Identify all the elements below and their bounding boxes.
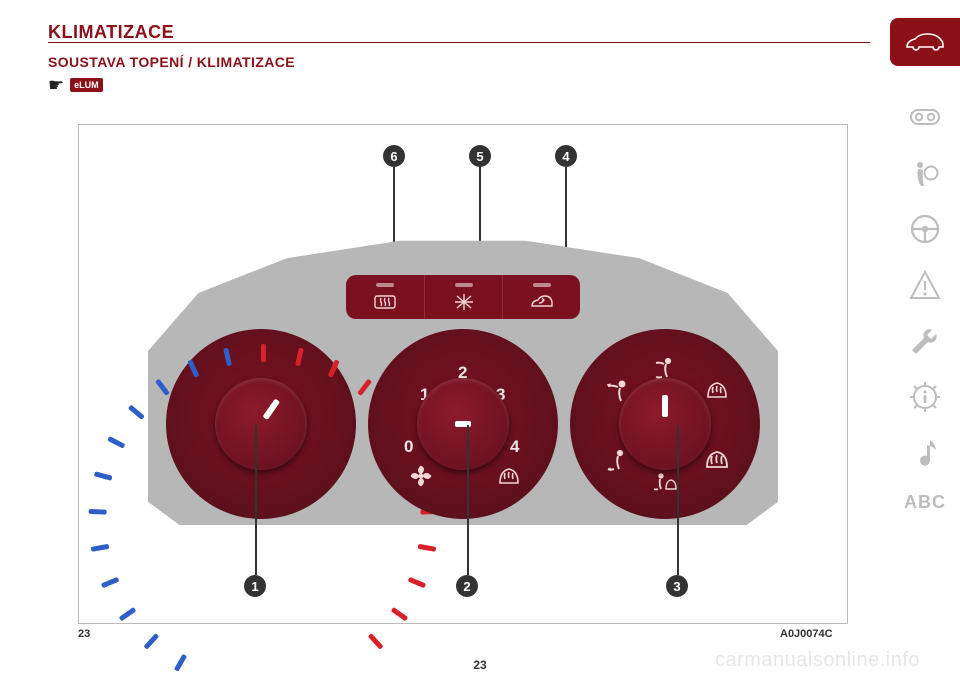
page: KLIMATIZACE SOUSTAVA TOPENÍ / KLIMATIZAC… [0, 0, 960, 678]
callout-5: 5 [469, 145, 491, 167]
wrench-icon [908, 324, 942, 358]
air-feet-icon [604, 447, 630, 473]
pointing-hand-icon: ☛ [48, 76, 64, 94]
knob-indicator [263, 399, 281, 420]
knob-indicator [455, 421, 471, 427]
temperature-dial[interactable] [166, 329, 356, 519]
button-led [533, 283, 551, 287]
abc-index-icon: ABC [904, 492, 946, 513]
callout-4: 4 [555, 145, 577, 167]
front-defrost-small-icon [496, 463, 522, 489]
section-title: KLIMATIZACE [48, 22, 174, 43]
rear-defrost-icon [373, 293, 397, 311]
subsection-title: SOUSTAVA TOPENÍ / KLIMATIZACE [48, 54, 295, 70]
temperature-knob[interactable] [215, 378, 307, 470]
fan-icon [408, 463, 434, 489]
fan-speed-dial[interactable]: 0 1 2 3 4 [368, 329, 558, 519]
lead-line [255, 425, 257, 575]
fan-label-4: 4 [510, 437, 519, 457]
callout-1: 1 [244, 575, 266, 597]
steering-wheel-icon [908, 212, 942, 246]
side-icon-column: ABC [890, 80, 960, 650]
recirculation-icon [530, 293, 554, 311]
button-led [455, 283, 473, 287]
air-windshield-icon [704, 447, 730, 473]
figure-frame: 6 5 4 [78, 124, 848, 624]
dashboard-icon [908, 100, 942, 134]
rear-defrost-button[interactable] [346, 275, 424, 319]
hvac-panel: 0 1 2 3 4 [148, 235, 778, 525]
callout-3: 3 [666, 575, 688, 597]
knob-indicator [662, 395, 668, 417]
button-row [346, 275, 580, 319]
lead-line [677, 425, 679, 575]
air-distribution-dial[interactable] [570, 329, 760, 519]
lead-line [467, 425, 469, 575]
snowflake-icon [452, 293, 476, 311]
ac-button[interactable] [424, 275, 502, 319]
callout-2: 2 [456, 575, 478, 597]
distribution-knob[interactable] [619, 378, 711, 470]
airbag-icon [908, 156, 942, 190]
elum-badge: eLUM [70, 78, 103, 92]
air-defrost-icon [704, 377, 730, 403]
car-silhouette-icon [905, 31, 945, 53]
fan-knob[interactable] [417, 378, 509, 470]
warning-triangle-icon [908, 268, 942, 302]
figure-number-left: 23 [78, 628, 90, 640]
figure-number-right: A0J0074C [780, 628, 833, 640]
music-note-icon [908, 436, 942, 470]
reference-badge-row: ☛ eLUM [48, 76, 103, 94]
button-led [376, 283, 394, 287]
recirculation-button[interactable] [502, 275, 580, 319]
air-feet-defrost-icon [652, 471, 678, 497]
fan-label-0: 0 [404, 437, 413, 457]
section-rule [48, 42, 870, 43]
watermark: carmanualsonline.info [715, 649, 920, 672]
side-tab-vehicle [890, 18, 960, 66]
callout-6: 6 [383, 145, 405, 167]
info-gear-icon [908, 380, 942, 414]
